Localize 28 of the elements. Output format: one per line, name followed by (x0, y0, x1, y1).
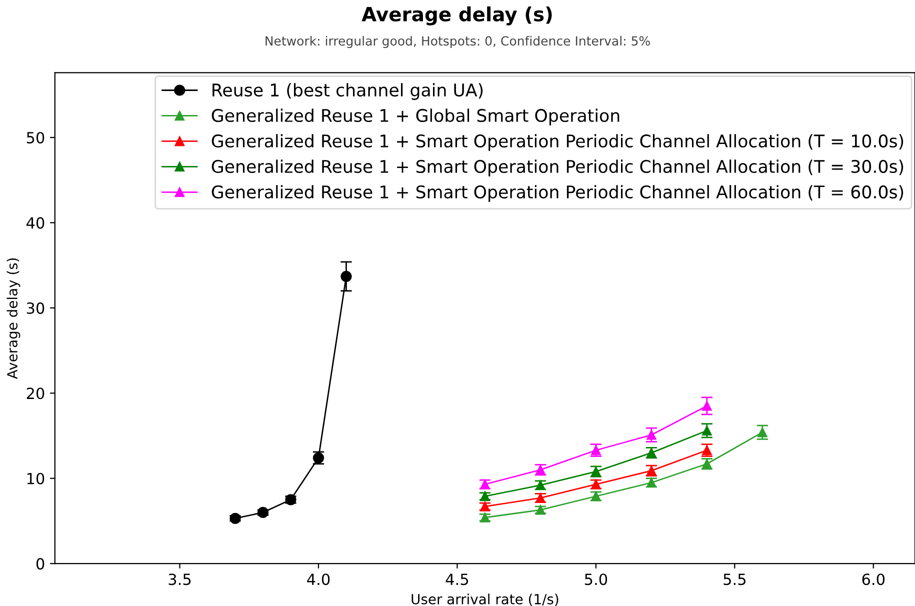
point (257, 506, 269, 518)
y-tick-label: 30 (26, 302, 44, 314)
x-tick-label: 4.0 (307, 574, 330, 586)
point (702, 426, 712, 436)
legend-label: Generalized Reuse 1 + Smart Operation Periodic Channel Allocation (T = 60.0s) (212, 185, 904, 202)
legend-label: Reuse 1 (best channel gain UA) (212, 83, 483, 100)
y-tick-label: 20 (26, 388, 44, 400)
point (646, 430, 656, 440)
point (230, 512, 241, 524)
legend-label: Generalized Reuse 1 + Global Smart Operation (212, 108, 620, 126)
x-axis-title: User arrival rate (1/s) (412, 594, 558, 606)
y-axis-title: Average delay (s) (6, 258, 20, 379)
x-tick-label: 5.5 (724, 574, 746, 586)
x-tick-label: 5.0 (584, 574, 608, 586)
x-tick-label: 3.5 (168, 574, 191, 586)
legend-label: Generalized Reuse 1 + Smart Operation Periodic Channel Allocation (T = 30.0s) (212, 160, 904, 176)
chart-title: Average delay (s) (362, 6, 552, 26)
x-tick-label: 6.0 (862, 574, 885, 586)
chart-subtitle: Network: irregular good, Hotspots: 0, Confidence Interval: 5% (266, 36, 650, 48)
legend-label: Generalized Reuse 1 + Smart Operation Periodic Channel Allocation (T = 10.0s) (212, 134, 904, 151)
y-tick-label: 40 (26, 217, 44, 229)
point (340, 270, 352, 282)
y-tick-label: 0 (36, 558, 44, 570)
x-tick-label: 4.5 (446, 574, 468, 586)
point (758, 427, 768, 438)
y-tick-label: 10 (27, 472, 44, 484)
y-tick-label: 50 (26, 132, 44, 144)
point (702, 401, 712, 411)
